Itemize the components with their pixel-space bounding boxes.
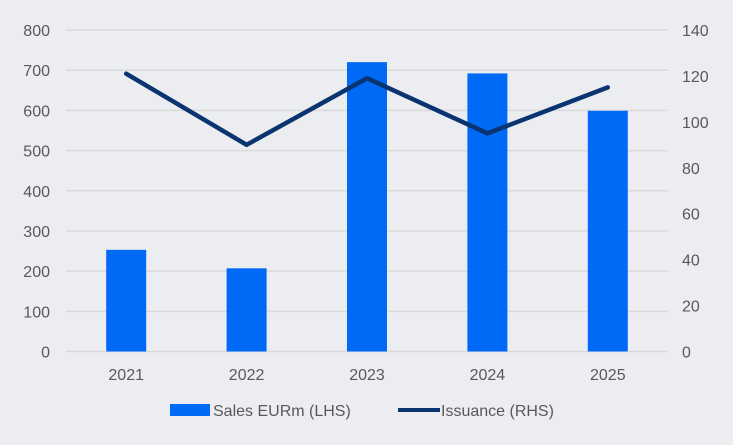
legend-label-sales: Sales EURm (LHS) <box>213 403 351 420</box>
bar-2025 <box>587 110 628 352</box>
x-tick-label: 2022 <box>229 367 265 384</box>
left-tick-label: 300 <box>23 224 50 241</box>
left-tick-label: 400 <box>23 184 50 201</box>
legend-swatch-sales <box>170 404 210 416</box>
bar-2022 <box>226 268 267 352</box>
left-tick-label: 500 <box>23 144 50 161</box>
left-axis-ticks: 0 100 200 300 400 500 600 700 800 <box>23 23 50 362</box>
x-tick-label: 2023 <box>349 367 385 384</box>
legend: Sales EURm (LHS) Issuance (RHS) <box>170 403 554 420</box>
left-tick-label: 800 <box>23 23 50 40</box>
x-axis-ticks: 2021 2022 2023 2024 2025 <box>108 367 625 384</box>
left-tick-label: 200 <box>23 264 50 281</box>
line-series <box>123 71 611 148</box>
left-tick-label: 600 <box>23 103 50 120</box>
right-tick-label: 20 <box>682 299 700 316</box>
right-tick-label: 60 <box>682 207 700 224</box>
x-tick-label: 2024 <box>470 367 506 384</box>
right-tick-label: 40 <box>682 253 700 270</box>
x-tick-label: 2021 <box>108 367 144 384</box>
right-axis-ticks: 0 20 40 60 80 100 120 140 <box>682 23 709 362</box>
bar-2021 <box>106 249 147 352</box>
right-tick-label: 0 <box>682 345 691 362</box>
bar-2023 <box>347 62 387 352</box>
right-tick-label: 140 <box>682 23 709 40</box>
legend-label-issuance: Issuance (RHS) <box>441 403 554 420</box>
left-tick-label: 700 <box>23 63 50 80</box>
left-tick-label: 100 <box>23 304 50 321</box>
x-tick-label: 2025 <box>590 367 626 384</box>
issuance-line <box>123 71 611 148</box>
right-tick-label: 120 <box>682 69 709 86</box>
left-tick-label: 0 <box>41 345 50 362</box>
bar-series <box>106 62 628 352</box>
right-tick-label: 80 <box>682 161 700 178</box>
bar-2024 <box>467 73 508 352</box>
right-tick-label: 100 <box>682 115 709 132</box>
